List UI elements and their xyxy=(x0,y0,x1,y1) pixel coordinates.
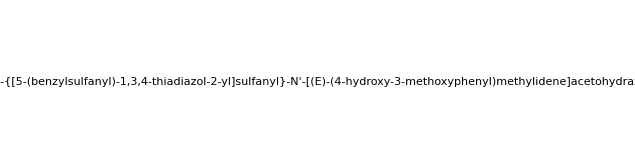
Text: 2-{[5-(benzylsulfanyl)-1,3,4-thiadiazol-2-yl]sulfanyl}-N'-[(E)-(4-hydroxy-3-meth: 2-{[5-(benzylsulfanyl)-1,3,4-thiadiazol-… xyxy=(0,77,635,87)
